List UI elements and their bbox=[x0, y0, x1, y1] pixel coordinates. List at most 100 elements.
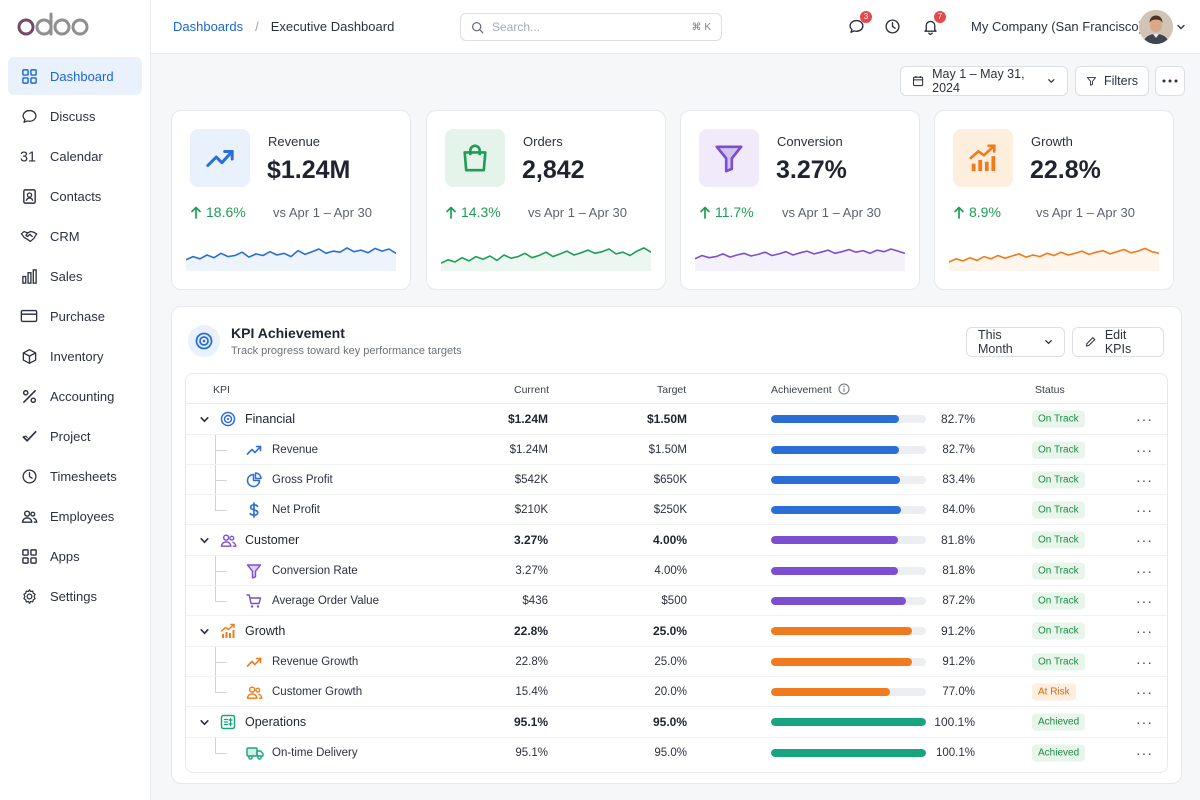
kpi-row[interactable]: Net Profit $210K $250K 84.0% On Track ··… bbox=[186, 495, 1167, 525]
kpi-table: KPI Current Target Achievement Status Fi… bbox=[185, 373, 1168, 773]
kpi-row[interactable]: Conversion Rate 3.27% 4.00% 81.8% On Tra… bbox=[186, 556, 1167, 586]
kpi-card-growth[interactable]: Growth 22.8% 8.9% vs Apr 1 – Apr 30 bbox=[934, 110, 1174, 290]
kpi-name: Average Order Value bbox=[272, 594, 379, 607]
row-actions-button[interactable]: ··· bbox=[1136, 501, 1153, 518]
kpi-current: $1.24M bbox=[509, 443, 548, 456]
sidebar-item-purchase[interactable]: Purchase bbox=[8, 297, 142, 335]
card-title: Orders bbox=[523, 134, 563, 149]
row-actions-button[interactable]: ··· bbox=[1136, 441, 1153, 458]
kpi-row[interactable]: Revenue Growth 22.8% 25.0% 91.2% On Trac… bbox=[186, 647, 1167, 677]
kpi-achievement-panel: KPI Achievement Track progress toward ke… bbox=[171, 306, 1182, 784]
sidebar-item-calendar[interactable]: 31 Calendar bbox=[8, 137, 142, 175]
kpi-row[interactable]: On-time Delivery 95.1% 95.0% 100.1% Achi… bbox=[186, 738, 1167, 768]
kpi-row[interactable]: Gross Profit $542K $650K 83.4% On Track … bbox=[186, 465, 1167, 495]
chevron-down-icon[interactable] bbox=[199, 717, 210, 728]
edit-kpis-button[interactable]: Edit KPIs bbox=[1072, 327, 1164, 357]
sidebar-item-settings[interactable]: Settings bbox=[8, 577, 142, 615]
kpi-current: 3.27% bbox=[515, 564, 548, 577]
kpi-card-orders[interactable]: Orders 2,842 14.3% vs Apr 1 – Apr 30 bbox=[426, 110, 666, 290]
card-delta: 8.9% bbox=[953, 204, 1001, 220]
kpi-current: $542K bbox=[514, 473, 548, 486]
chevron-down-icon[interactable] bbox=[199, 414, 210, 425]
sidebar-item-project[interactable]: Project bbox=[8, 417, 142, 455]
messages-button[interactable]: 3 bbox=[846, 11, 872, 36]
sidebar-item-inventory[interactable]: Inventory bbox=[8, 337, 142, 375]
search-input[interactable] bbox=[492, 20, 692, 34]
kpi-card-revenue[interactable]: Revenue $1.24M 18.6% vs Apr 1 – Apr 30 bbox=[171, 110, 411, 290]
sparkline-chart bbox=[441, 247, 651, 271]
sidebar-item-crm[interactable]: CRM bbox=[8, 217, 142, 255]
sidebar-item-label: Apps bbox=[50, 548, 80, 564]
sidebar-item-timesheets[interactable]: Timesheets bbox=[8, 457, 142, 495]
growth-chart-icon bbox=[220, 623, 236, 639]
row-actions-button[interactable]: ··· bbox=[1136, 592, 1153, 609]
notifications-button[interactable]: 7 bbox=[920, 11, 946, 36]
user-avatar[interactable] bbox=[1139, 10, 1173, 44]
row-actions-button[interactable]: ··· bbox=[1136, 532, 1153, 548]
row-actions-button[interactable]: ··· bbox=[1136, 471, 1153, 488]
achievement-value: 91.2% bbox=[940, 624, 975, 638]
sidebar-item-label: Dashboard bbox=[50, 68, 114, 84]
bar-chart-icon bbox=[20, 267, 38, 285]
search-box[interactable]: ⌘ K bbox=[460, 13, 722, 41]
date-range-picker[interactable]: May 1 – May 31, 2024 bbox=[900, 66, 1068, 96]
row-actions-button[interactable]: ··· bbox=[1136, 562, 1153, 579]
chevron-down-icon[interactable] bbox=[199, 626, 210, 637]
company-switcher[interactable]: My Company (San Francisco) bbox=[971, 19, 1143, 34]
info-icon[interactable] bbox=[838, 383, 850, 395]
sidebar: Dashboard Discuss 31 Calendar Contacts CR… bbox=[0, 0, 151, 800]
row-actions-button[interactable]: ··· bbox=[1136, 411, 1153, 427]
tree-connector bbox=[215, 495, 216, 510]
card-title: Revenue bbox=[268, 134, 321, 149]
sidebar-item-contacts[interactable]: Contacts bbox=[8, 177, 142, 215]
people-icon bbox=[20, 507, 38, 525]
more-options-button[interactable] bbox=[1155, 66, 1185, 96]
chevron-down-icon[interactable] bbox=[1176, 22, 1186, 32]
kpi-group-row[interactable]: Operations 95.1% 95.0% 100.1% Achieved ·… bbox=[186, 707, 1167, 738]
kpi-card-conversion[interactable]: Conversion 3.27% 11.7% vs Apr 1 – Apr 30 bbox=[680, 110, 920, 290]
activity-button[interactable] bbox=[882, 16, 902, 36]
date-range-label: May 1 – May 31, 2024 bbox=[932, 67, 1025, 95]
card-title: Growth bbox=[1031, 134, 1073, 149]
dollar-icon bbox=[246, 501, 262, 518]
sidebar-item-dashboard[interactable]: Dashboard bbox=[8, 57, 142, 95]
kpi-group-row[interactable]: Customer 3.27% 4.00% 81.8% On Track ··· bbox=[186, 525, 1167, 556]
sparkline-area bbox=[441, 247, 651, 271]
status-badge: Achieved bbox=[1032, 744, 1086, 762]
row-actions-button[interactable]: ··· bbox=[1136, 714, 1153, 730]
sidebar-item-discuss[interactable]: Discuss bbox=[8, 97, 142, 135]
sparkline-chart bbox=[186, 247, 396, 271]
card-delta-value: 14.3% bbox=[461, 204, 501, 220]
status-badge: On Track bbox=[1032, 441, 1085, 458]
sidebar-item-sales[interactable]: Sales bbox=[8, 257, 142, 295]
row-actions-button[interactable]: ··· bbox=[1136, 745, 1153, 761]
sidebar-item-label: Project bbox=[50, 428, 91, 444]
achievement-bar-fill bbox=[771, 505, 902, 514]
period-select[interactable]: This Month bbox=[966, 327, 1065, 357]
achievement-bar bbox=[771, 475, 926, 484]
chevron-down-icon[interactable] bbox=[199, 535, 210, 546]
sidebar-item-employees[interactable]: Employees bbox=[8, 497, 142, 535]
arrow-up-icon bbox=[446, 206, 456, 219]
kpi-row[interactable]: Revenue $1.24M $1.50M 82.7% On Track ··· bbox=[186, 435, 1167, 465]
achievement-bar bbox=[771, 505, 926, 514]
row-actions-button[interactable]: ··· bbox=[1136, 653, 1153, 670]
kpi-row[interactable]: Average Order Value $436 $500 87.2% On T… bbox=[186, 586, 1167, 616]
col-status: Status bbox=[1035, 384, 1065, 396]
filters-button[interactable]: Filters bbox=[1075, 66, 1149, 96]
row-actions-button[interactable]: ··· bbox=[1136, 623, 1153, 639]
tree-connector-branch bbox=[215, 570, 227, 572]
kpi-group-row[interactable]: Financial $1.24M $1.50M 82.7% On Track ·… bbox=[186, 404, 1167, 435]
kpi-group-row[interactable]: Growth 22.8% 25.0% 91.2% On Track ··· bbox=[186, 616, 1167, 647]
status-badge: On Track bbox=[1032, 471, 1085, 488]
odoo-logo[interactable] bbox=[0, 0, 150, 54]
sidebar-item-accounting[interactable]: Accounting bbox=[8, 377, 142, 415]
chat-bubble-icon bbox=[20, 107, 38, 125]
breadcrumb-dashboards-link[interactable]: Dashboards bbox=[173, 19, 244, 34]
kpi-current: $436 bbox=[522, 594, 548, 607]
sidebar-item-label: Calendar bbox=[50, 148, 103, 164]
sidebar-item-apps[interactable]: Apps bbox=[8, 537, 142, 575]
kpi-row[interactable]: Customer Growth 15.4% 20.0% 77.0% At Ris… bbox=[186, 677, 1167, 707]
pencil-icon bbox=[1085, 337, 1096, 347]
row-actions-button[interactable]: ··· bbox=[1136, 683, 1153, 700]
